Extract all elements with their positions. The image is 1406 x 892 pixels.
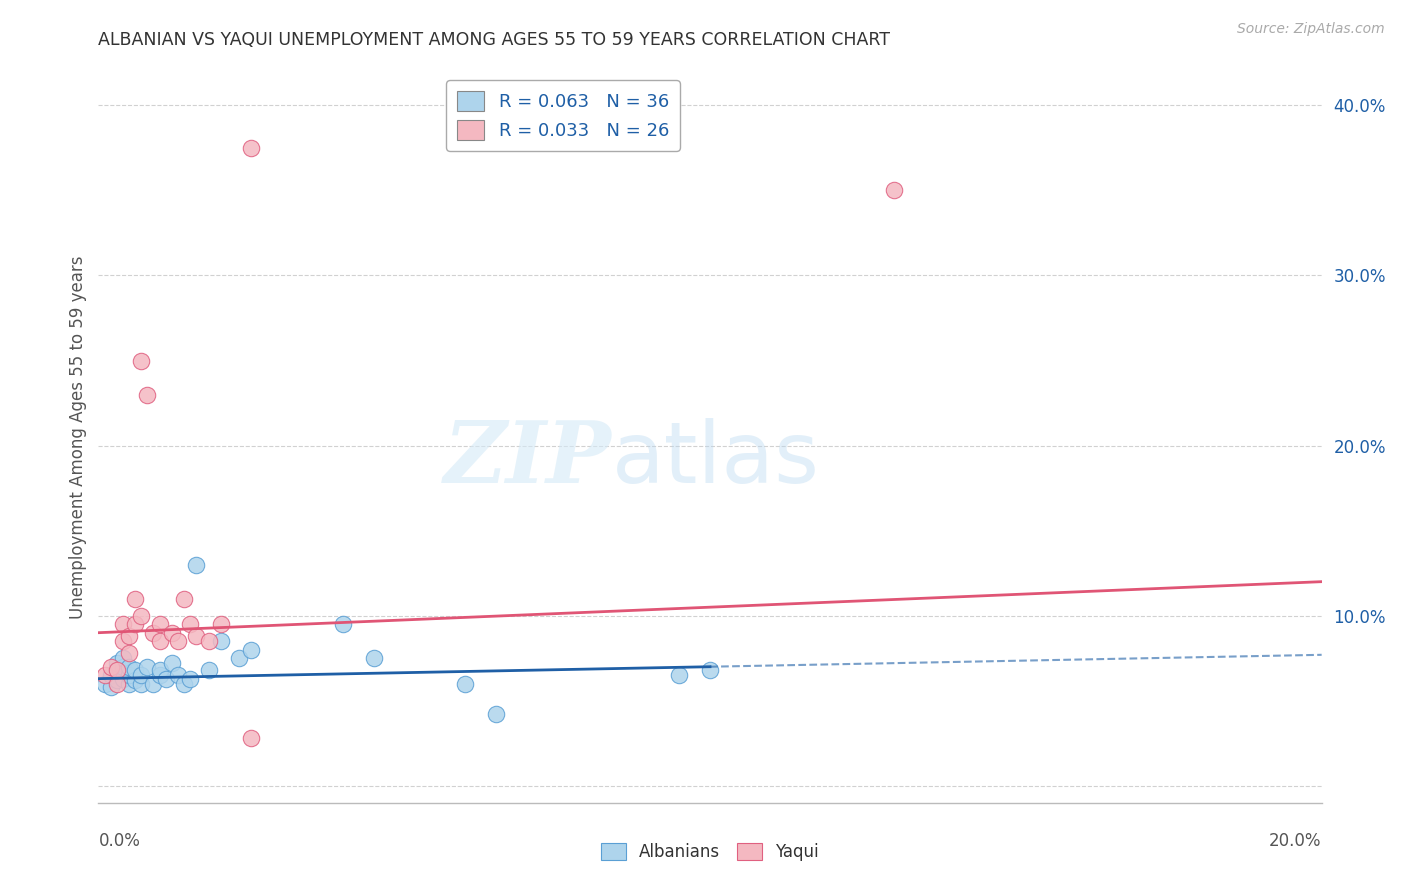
- Point: [149, 617, 172, 632]
- Point: [228, 651, 250, 665]
- Point: [142, 677, 165, 691]
- Point: [136, 659, 159, 673]
- Text: 20.0%: 20.0%: [1270, 832, 1322, 850]
- Point: [129, 677, 152, 691]
- Point: [129, 668, 152, 682]
- Point: [129, 608, 152, 623]
- Point: [186, 629, 208, 643]
- Point: [118, 629, 141, 643]
- Point: [454, 677, 477, 691]
- Point: [111, 651, 134, 665]
- Point: [173, 677, 195, 691]
- Point: [209, 634, 232, 648]
- Point: [111, 617, 134, 632]
- Point: [105, 657, 128, 671]
- Point: [149, 668, 172, 682]
- Text: ALBANIAN VS YAQUI UNEMPLOYMENT AMONG AGES 55 TO 59 YEARS CORRELATION CHART: ALBANIAN VS YAQUI UNEMPLOYMENT AMONG AGE…: [98, 31, 890, 49]
- Point: [105, 663, 128, 677]
- Point: [668, 668, 690, 682]
- Point: [149, 634, 172, 648]
- Point: [240, 141, 263, 155]
- Point: [124, 617, 146, 632]
- Point: [142, 625, 165, 640]
- Legend: Albanians, Yaqui: Albanians, Yaqui: [595, 836, 825, 868]
- Point: [93, 677, 115, 691]
- Point: [105, 677, 128, 691]
- Point: [332, 617, 354, 632]
- Point: [155, 672, 177, 686]
- Point: [105, 673, 128, 688]
- Point: [167, 634, 190, 648]
- Point: [197, 663, 219, 677]
- Point: [186, 558, 208, 572]
- Point: [240, 642, 263, 657]
- Point: [699, 663, 721, 677]
- Point: [111, 634, 134, 648]
- Point: [111, 659, 134, 673]
- Point: [173, 591, 195, 606]
- Point: [197, 634, 219, 648]
- Point: [240, 731, 263, 746]
- Point: [179, 617, 201, 632]
- Point: [118, 677, 141, 691]
- Text: atlas: atlas: [612, 417, 820, 500]
- Point: [100, 659, 122, 673]
- Point: [136, 387, 159, 401]
- Point: [167, 668, 190, 682]
- Point: [100, 668, 122, 682]
- Point: [179, 672, 201, 686]
- Point: [124, 673, 146, 688]
- Point: [118, 659, 141, 673]
- Point: [124, 663, 146, 677]
- Point: [124, 591, 146, 606]
- Text: Source: ZipAtlas.com: Source: ZipAtlas.com: [1237, 22, 1385, 37]
- Point: [883, 183, 905, 197]
- Point: [118, 646, 141, 660]
- Point: [93, 668, 115, 682]
- Point: [118, 668, 141, 682]
- Text: ZIP: ZIP: [444, 417, 612, 500]
- Point: [160, 657, 183, 671]
- Point: [100, 680, 122, 694]
- Point: [485, 707, 508, 722]
- Point: [160, 625, 183, 640]
- Point: [111, 672, 134, 686]
- Point: [129, 353, 152, 368]
- Text: 0.0%: 0.0%: [98, 832, 141, 850]
- Point: [105, 663, 128, 677]
- Point: [149, 663, 172, 677]
- Y-axis label: Unemployment Among Ages 55 to 59 years: Unemployment Among Ages 55 to 59 years: [69, 255, 87, 619]
- Point: [209, 617, 232, 632]
- Point: [363, 651, 385, 665]
